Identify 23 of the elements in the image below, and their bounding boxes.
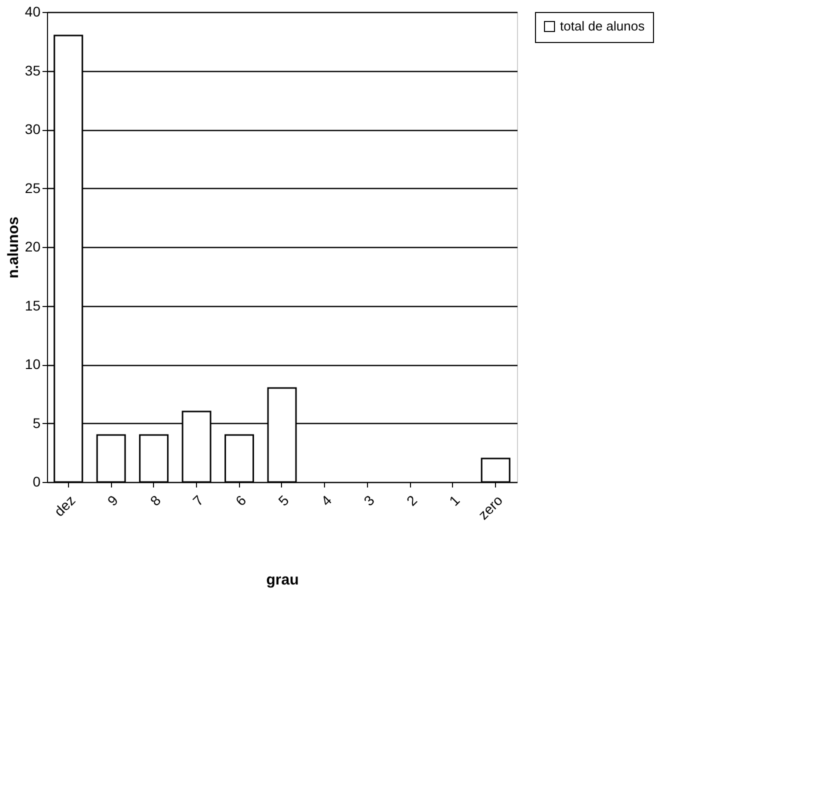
- x-tick-label: zero: [474, 492, 506, 523]
- x-tick-label: 9: [104, 492, 122, 509]
- x-tick-label: 8: [146, 492, 164, 509]
- y-tick-label: 20: [24, 238, 41, 254]
- x-tick-label: 1: [446, 492, 463, 509]
- y-tick-label: 30: [24, 121, 41, 137]
- x-tick-label: 4: [318, 492, 335, 509]
- y-tick-label: 25: [24, 180, 41, 196]
- y-tick-label: 10: [24, 356, 41, 372]
- x-axis-title: grau: [266, 572, 299, 589]
- legend-label: total de alunos: [560, 18, 646, 34]
- y-tick-label: 5: [32, 414, 41, 431]
- y-axis-title: n.alunos: [4, 216, 22, 278]
- y-tick-label: 40: [24, 4, 41, 20]
- y-tick-label: 15: [24, 297, 41, 314]
- x-tick-label: 3: [360, 492, 378, 509]
- y-tick-label: 35: [24, 62, 41, 78]
- x-tick-label: 6: [232, 492, 250, 509]
- x-tick-label: 5: [275, 492, 292, 509]
- x-tick-label: 2: [403, 492, 420, 509]
- x-tick-label: 7: [190, 492, 207, 509]
- x-tick-label: dez: [50, 492, 78, 520]
- y-tick-label: 0: [32, 474, 41, 490]
